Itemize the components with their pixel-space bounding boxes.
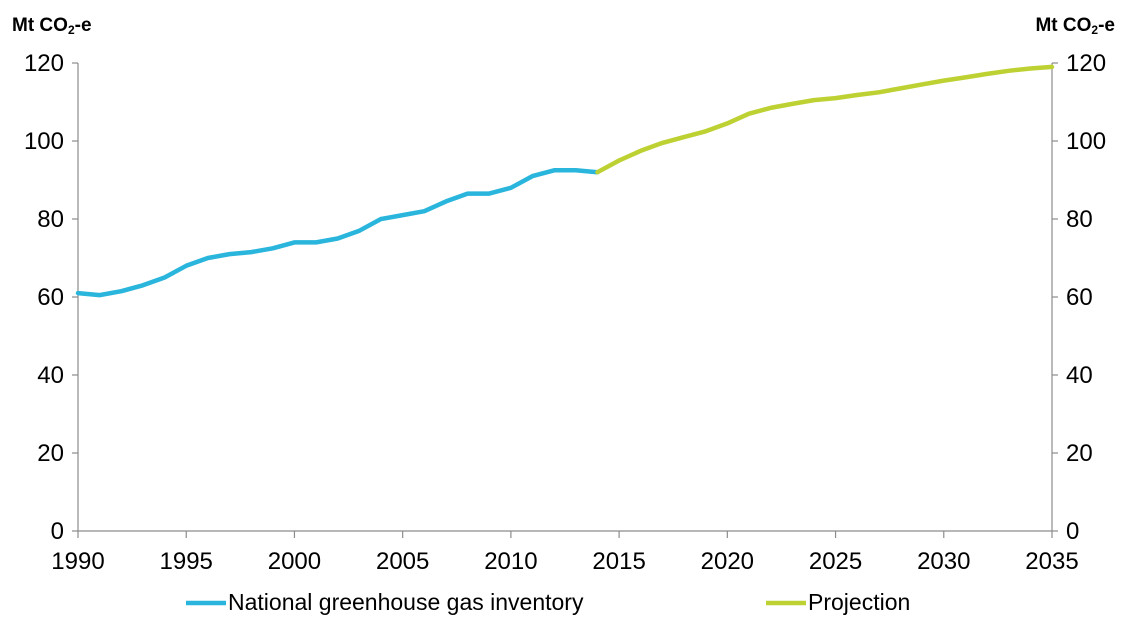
x-tick-label: 2010 [484,548,537,575]
right-axis-unit-label: Mt CO2-e [1035,15,1115,37]
series-line-2 [595,64,1055,175]
x-tick-label: 1990 [51,548,104,575]
x-tick-label: 2005 [376,548,429,575]
right-y-tick-label: 100 [1066,128,1106,155]
x-tick-label: 2015 [592,548,645,575]
left-y-tick-label: 100 [24,128,64,155]
left-y-tick-label: 40 [37,362,64,389]
legend-label-1: National greenhouse gas inventory [228,589,584,615]
left-y-tick-label: 0 [51,518,64,545]
right-y-tick-label: 0 [1066,518,1079,545]
x-tick-label: 2020 [701,548,754,575]
series-line-1 [75,168,600,298]
right-y-tick-label: 40 [1066,362,1093,389]
right-y-tick-label: 20 [1066,440,1093,467]
left-axis-unit-label: Mt CO2-e [12,15,92,37]
x-tick-label: 2000 [268,548,321,575]
right-y-tick-label: 60 [1066,284,1093,311]
x-tick-label: 2030 [917,548,970,575]
left-y-tick-label: 20 [37,440,64,467]
right-y-tick-label: 80 [1066,206,1093,233]
left-y-tick-label: 120 [24,50,64,77]
right-y-tick-label: 120 [1066,50,1106,77]
left-y-tick-label: 80 [37,206,64,233]
x-tick-label: 2035 [1025,548,1078,575]
x-tick-label: 1995 [160,548,213,575]
x-tick-label: 2025 [809,548,862,575]
legend-label-2: Projection [808,589,910,615]
left-y-tick-label: 60 [37,284,64,311]
